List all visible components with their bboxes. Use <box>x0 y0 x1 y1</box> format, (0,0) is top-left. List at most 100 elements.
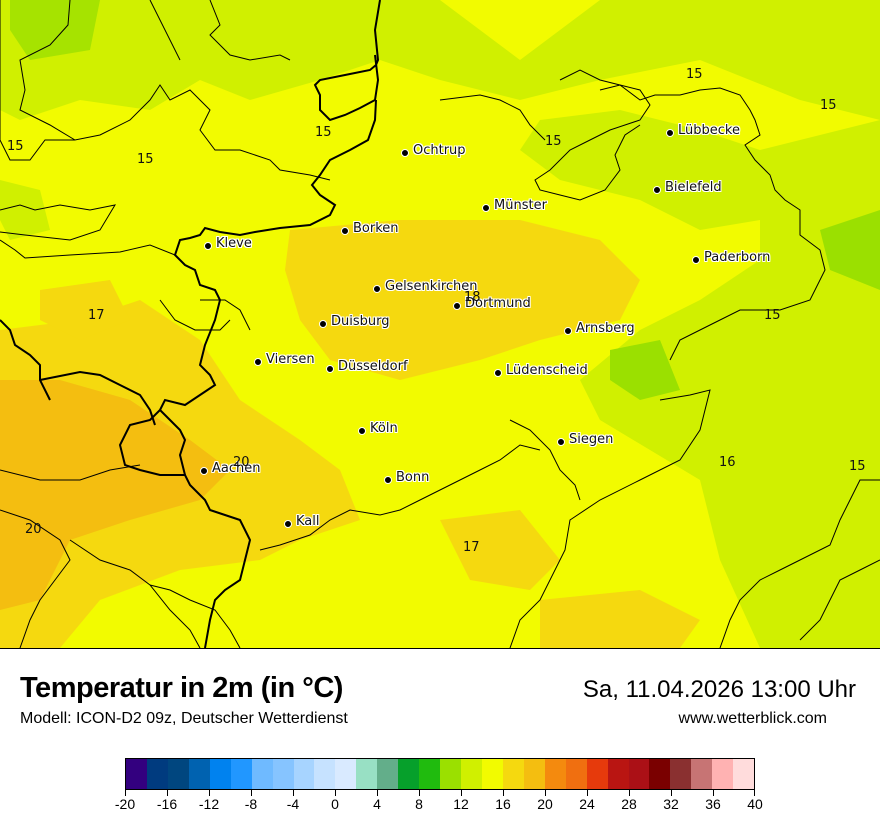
city-name: Kleve <box>216 236 252 251</box>
tick-mark <box>587 790 588 796</box>
city-marker-icon <box>319 319 327 328</box>
city-marker-icon <box>373 284 381 293</box>
tick-label: -20 <box>114 796 136 812</box>
tick-label: 12 <box>453 796 469 812</box>
city-marker-icon <box>284 519 292 528</box>
colorbar-segment <box>628 759 650 789</box>
contour-label: 15 <box>545 134 562 149</box>
city-marker-icon <box>557 437 565 446</box>
contour-label: 15 <box>820 98 837 113</box>
city-marker-icon <box>482 203 490 212</box>
colorbar-segment <box>649 759 671 789</box>
contour-label: 15 <box>764 308 781 323</box>
tick-mark <box>209 790 210 796</box>
tick-label: 24 <box>579 796 595 812</box>
city-name: Ochtrup <box>413 143 466 158</box>
colorbar-segment <box>586 759 608 789</box>
city-name: Siegen <box>569 432 614 447</box>
tick-label: 32 <box>663 796 679 812</box>
tick-label: 36 <box>705 796 721 812</box>
colorbar-segment <box>461 759 482 789</box>
colorbar-segment <box>146 759 168 789</box>
city-marker-icon <box>401 148 409 157</box>
city-name: Arnsberg <box>576 321 635 336</box>
colorbar-segment <box>272 759 294 789</box>
contour-label: 17 <box>88 308 105 323</box>
colorbar-segment <box>544 759 566 789</box>
colorbar-segment <box>126 759 147 789</box>
city-name: Borken <box>353 221 399 236</box>
temperature-colorbar <box>125 758 755 790</box>
tick-mark <box>545 790 546 796</box>
city-label: Dortmund <box>453 296 531 311</box>
colorbar-segment <box>377 759 399 789</box>
city-marker-icon <box>692 255 700 264</box>
colorbar-segment <box>314 759 336 789</box>
tick-label: 0 <box>331 796 339 812</box>
city-name: Duisburg <box>331 314 390 329</box>
city-label: Paderborn <box>692 250 770 265</box>
city-label: Lübbecke <box>666 123 740 138</box>
city-label: Münster <box>482 198 547 213</box>
tick-mark <box>629 790 630 796</box>
city-label: Viersen <box>254 352 315 367</box>
city-name: Aachen <box>212 461 261 476</box>
contour-label: 15 <box>849 459 866 474</box>
tick-mark <box>713 790 714 796</box>
colorbar-segment <box>335 759 357 789</box>
tick-mark <box>167 790 168 796</box>
colorbar-segment <box>440 759 461 789</box>
contour-label: 18 <box>464 290 481 305</box>
temperature-map: Ochtrup Lübbecke Bielefeld Münster Borken Kle… <box>0 0 880 649</box>
city-name: Dortmund <box>465 296 531 311</box>
colorbar-segment <box>293 759 315 789</box>
source-url: www.wetterblick.com <box>678 710 827 727</box>
map-title: Temperatur in 2m (in °C) <box>20 672 343 704</box>
city-label: Aachen <box>200 461 260 476</box>
colorbar-segment <box>356 759 378 789</box>
tick-mark <box>335 790 336 796</box>
colorbar-segment <box>419 759 441 789</box>
tick-mark <box>754 790 755 796</box>
city-marker-icon <box>326 364 334 373</box>
tick-mark <box>125 790 126 796</box>
contour-label: 15 <box>137 152 154 167</box>
city-name: Lüdenscheid <box>506 363 588 378</box>
city-name: Münster <box>494 198 547 213</box>
tick-label: -16 <box>156 796 178 812</box>
model-subtitle: Modell: ICON-D2 09z, Deutscher Wetterdie… <box>20 710 348 727</box>
colorbar-segment <box>691 759 713 789</box>
city-label: Borken <box>341 221 399 236</box>
city-label: Arnsberg <box>564 321 635 336</box>
tick-label: 28 <box>621 796 637 812</box>
contour-label: 20 <box>25 522 42 537</box>
colorbar-segment <box>251 759 273 789</box>
colorbar-segment <box>565 759 587 789</box>
contour-label: 15 <box>315 125 332 140</box>
city-marker-icon <box>494 368 502 377</box>
tick-label: 16 <box>495 796 511 812</box>
colorbar-segment <box>481 759 503 789</box>
city-name: Düsseldorf <box>338 359 408 374</box>
city-label: Ochtrup <box>401 143 466 158</box>
tick-label: -4 <box>286 796 300 812</box>
city-marker-icon <box>204 241 212 250</box>
contour-label: 15 <box>686 67 703 82</box>
tick-mark <box>251 790 252 796</box>
colorbar-segment <box>398 759 420 789</box>
tick-label: -12 <box>198 796 220 812</box>
colorbar-segment <box>209 759 231 789</box>
tick-label: 4 <box>373 796 381 812</box>
contour-label: 17 <box>463 540 480 555</box>
city-name: Lübbecke <box>678 123 740 138</box>
map-field <box>0 0 880 648</box>
city-marker-icon <box>653 185 661 194</box>
valid-datetime: Sa, 11.04.2026 13:00 Uhr <box>582 676 856 703</box>
city-label: Duisburg <box>319 314 390 329</box>
tick-label: -8 <box>244 796 258 812</box>
city-label: Lüdenscheid <box>494 363 588 378</box>
tick-mark <box>419 790 420 796</box>
tick-mark <box>503 790 504 796</box>
city-marker-icon <box>564 326 572 335</box>
colorbar-segment <box>523 759 545 789</box>
